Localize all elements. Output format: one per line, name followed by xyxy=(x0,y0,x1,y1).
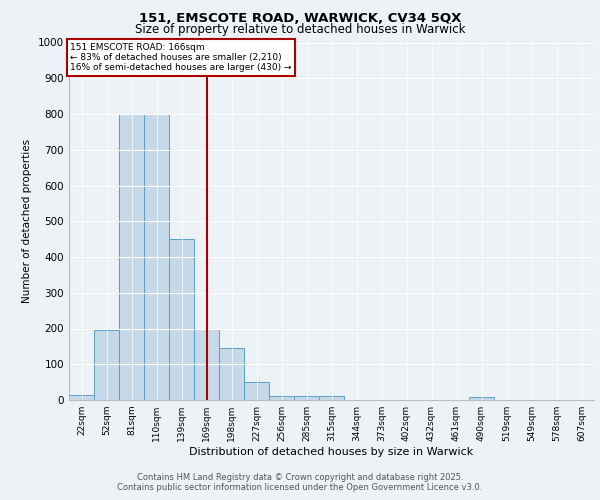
Bar xyxy=(119,114,144,400)
Bar xyxy=(469,397,494,400)
Bar xyxy=(319,396,344,400)
Bar xyxy=(194,328,219,400)
Bar xyxy=(219,348,244,400)
Text: Size of property relative to detached houses in Warwick: Size of property relative to detached ho… xyxy=(135,22,465,36)
Bar xyxy=(244,382,269,400)
Text: 151, EMSCOTE ROAD, WARWICK, CV34 5QX: 151, EMSCOTE ROAD, WARWICK, CV34 5QX xyxy=(139,12,461,26)
Bar xyxy=(169,239,194,400)
Bar xyxy=(69,394,94,400)
Text: Contains HM Land Registry data © Crown copyright and database right 2025.: Contains HM Land Registry data © Crown c… xyxy=(137,472,463,482)
Bar xyxy=(269,396,294,400)
Bar xyxy=(144,114,169,400)
Bar xyxy=(294,396,319,400)
Text: Contains public sector information licensed under the Open Government Licence v3: Contains public sector information licen… xyxy=(118,482,482,492)
Y-axis label: Number of detached properties: Number of detached properties xyxy=(22,139,32,304)
Text: 151 EMSCOTE ROAD: 166sqm
← 83% of detached houses are smaller (2,210)
16% of sem: 151 EMSCOTE ROAD: 166sqm ← 83% of detach… xyxy=(70,42,292,72)
Bar xyxy=(94,330,119,400)
X-axis label: Distribution of detached houses by size in Warwick: Distribution of detached houses by size … xyxy=(190,447,473,457)
